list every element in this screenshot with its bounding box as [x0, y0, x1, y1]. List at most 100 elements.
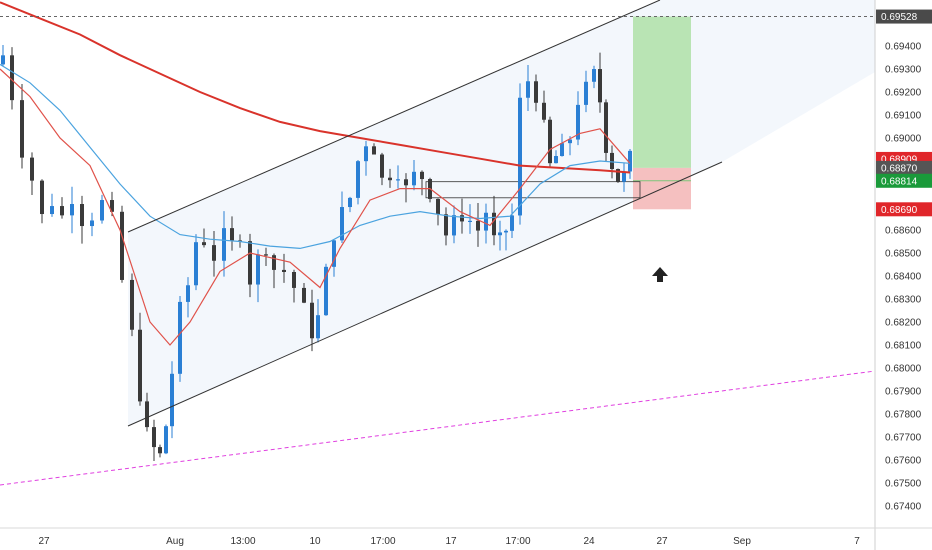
- candle: [90, 212, 94, 237]
- support-zone-box[interactable]: [425, 181, 641, 199]
- candle: [60, 197, 64, 219]
- candle: [282, 253, 286, 283]
- candle: [145, 392, 149, 432]
- svg-text:0.68870: 0.68870: [881, 163, 918, 174]
- price-tick-label: 0.67800: [885, 410, 922, 421]
- price-tag: 0.68690: [876, 202, 932, 217]
- long-term-trend-line[interactable]: [0, 370, 876, 486]
- price-tick-label: 0.68300: [885, 295, 922, 306]
- price-tick-label: 0.69100: [885, 111, 922, 122]
- price-tick-label: 0.68600: [885, 226, 922, 237]
- trend-lines[interactable]: [0, 0, 876, 486]
- candle: [554, 150, 558, 164]
- candle: [476, 203, 480, 247]
- candle: [380, 152, 384, 186]
- candle: [460, 198, 464, 234]
- candle: [158, 444, 162, 458]
- time-tick-label: 17: [445, 536, 457, 547]
- candle: [584, 70, 588, 113]
- candle: [30, 152, 34, 196]
- candle: [504, 229, 508, 251]
- candle: [498, 220, 502, 251]
- candle: [372, 143, 376, 155]
- up-arrow-icon: [652, 267, 668, 282]
- price-axis[interactable]: 0.67400 0.67500 0.67600 0.67700 0.67800 0.679…: [874, 0, 932, 550]
- candle: [526, 65, 530, 112]
- candle: [138, 312, 142, 406]
- time-axis[interactable]: 27 Aug 13:00 10 17:00 17 17:00 24 27 Sep 7: [0, 527, 932, 547]
- candle: [604, 99, 608, 162]
- candle: [70, 186, 74, 234]
- price-tick-label: 0.69400: [885, 42, 922, 53]
- price-tick-label: 0.68400: [885, 272, 922, 283]
- candle: [332, 239, 336, 277]
- candle: [510, 203, 514, 239]
- candle: [178, 295, 182, 382]
- time-tick-label: 13:00: [230, 536, 255, 547]
- candle: [356, 159, 360, 205]
- take-profit-zone[interactable]: [633, 16, 691, 168]
- price-tick-label: 0.68200: [885, 318, 922, 329]
- candle: [222, 211, 226, 277]
- candles: [1, 45, 632, 462]
- channel-lower-line[interactable]: [127, 161, 723, 427]
- candle: [310, 289, 314, 352]
- candle: [170, 361, 174, 439]
- svg-text:0.68690: 0.68690: [881, 205, 918, 216]
- candle: [130, 273, 134, 337]
- candle: [436, 198, 440, 226]
- svg-text:0.68909: 0.68909: [881, 154, 918, 165]
- candle: [230, 216, 234, 251]
- ema-fast-line: [0, 63, 631, 250]
- price-tick-label: 0.69300: [885, 65, 922, 76]
- time-tick-label: 7: [854, 536, 860, 547]
- candle: [348, 196, 352, 213]
- price-tick-label: 0.68100: [885, 341, 922, 352]
- candle: [194, 234, 198, 291]
- candle: [324, 263, 328, 316]
- price-tick-label: 0.68500: [885, 249, 922, 260]
- candle: [560, 133, 564, 157]
- candle: [212, 231, 216, 277]
- candle: [576, 91, 580, 146]
- candle: [542, 90, 546, 123]
- candle: [80, 195, 84, 244]
- price-tick-label: 0.69000: [885, 134, 922, 145]
- candle: [628, 148, 632, 179]
- candle: [256, 249, 260, 303]
- candle: [248, 233, 252, 298]
- candle: [468, 204, 472, 234]
- price-axis-background: [875, 0, 932, 550]
- channel-upper-line[interactable]: [127, 0, 661, 233]
- time-tick-label: 27: [656, 536, 668, 547]
- time-tick-label: 24: [583, 536, 595, 547]
- price-tick-label: 0.67400: [885, 502, 922, 513]
- candle: [364, 140, 368, 176]
- time-tick-label: 10: [309, 536, 321, 547]
- candle: [186, 277, 190, 318]
- candle: [292, 269, 296, 303]
- price-tag: 0.68870: [876, 160, 932, 175]
- time-tick-label: Sep: [733, 536, 751, 547]
- trade-position-box[interactable]: [425, 16, 691, 210]
- moving-averages: [0, 1, 631, 346]
- candle: [20, 83, 24, 169]
- candle: [100, 194, 104, 224]
- time-tick-label: Aug: [166, 536, 184, 547]
- price-tag: 0.68814: [876, 173, 932, 188]
- ema-slow-line: [0, 1, 631, 174]
- candle: [316, 299, 320, 343]
- candle: [152, 419, 156, 462]
- candle: [120, 205, 124, 283]
- candle: [10, 47, 14, 110]
- candle: [404, 173, 408, 203]
- annotations: [652, 267, 668, 282]
- time-tick-label: 17:00: [505, 536, 530, 547]
- candle: [272, 253, 276, 289]
- candle: [592, 65, 596, 89]
- price-tick-label: 0.67500: [885, 479, 922, 490]
- candle: [452, 205, 456, 244]
- svg-text:0.68814: 0.68814: [881, 176, 918, 187]
